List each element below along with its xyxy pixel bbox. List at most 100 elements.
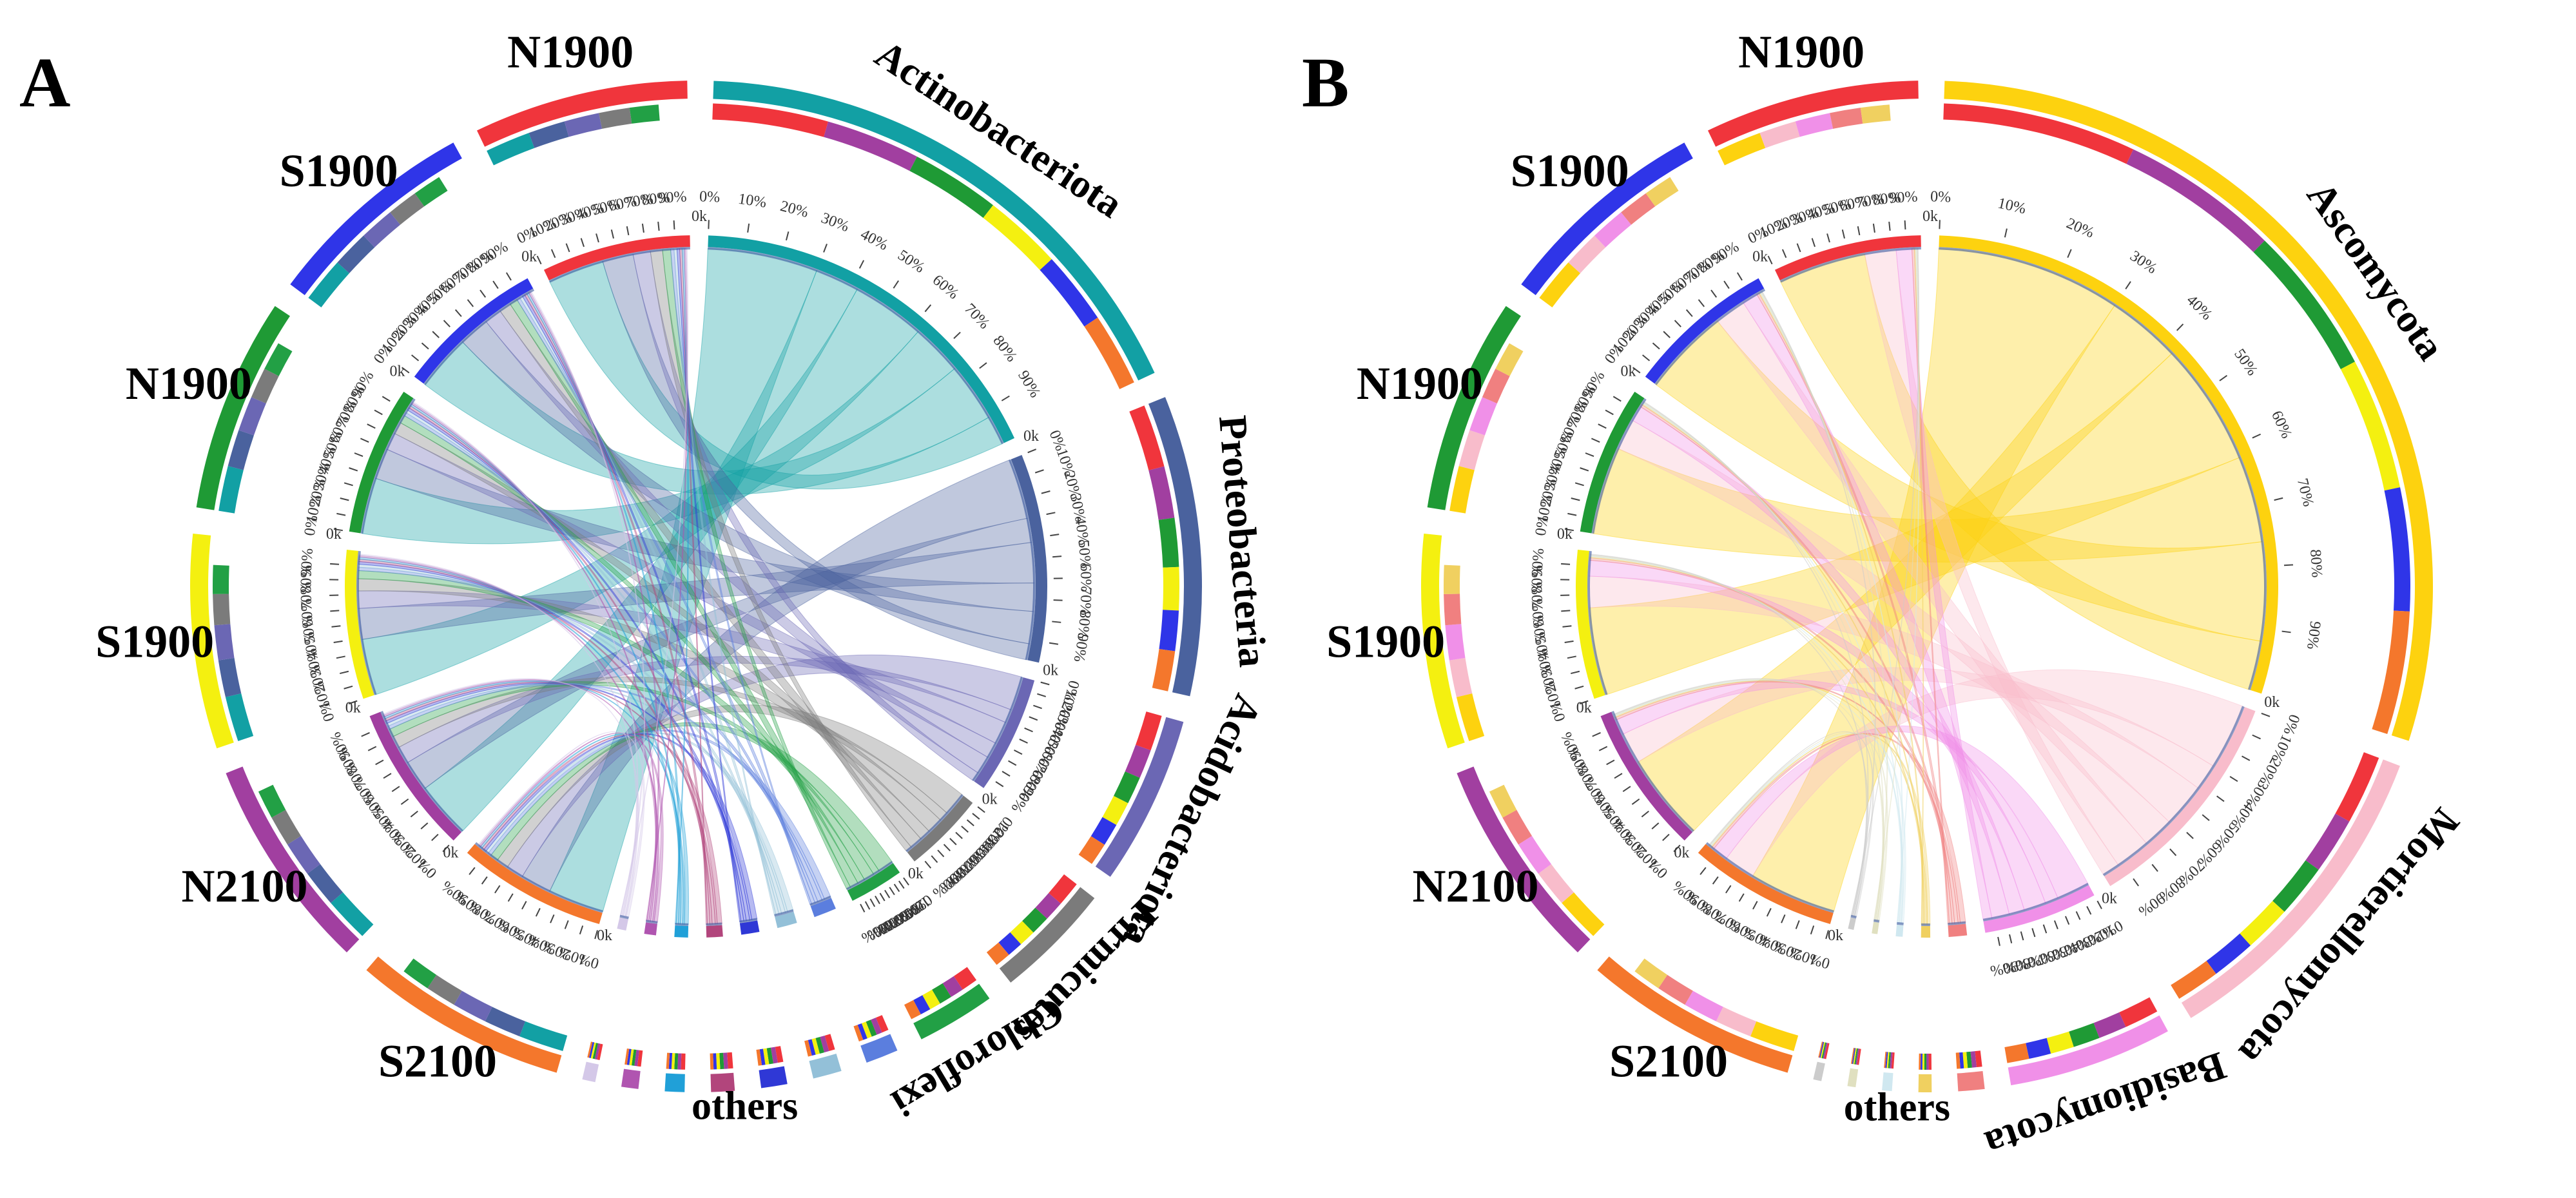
taxon-arc-actinobacteriota-composition-segment xyxy=(1084,317,1134,389)
tick-label: 80% xyxy=(2307,549,2325,578)
tick-mark xyxy=(2151,864,2158,872)
tick-mark xyxy=(1614,773,1623,779)
sample-arc-s2100[interactable] xyxy=(467,844,603,924)
taxon-arc-other-4-composition-segment xyxy=(1919,1053,1921,1070)
taxon-arc-proteobacteria[interactable] xyxy=(1011,455,1048,663)
tick-mark xyxy=(2274,497,2283,501)
taxon-arc-proteobacteria-rim xyxy=(1008,459,1036,661)
taxon-arc-other-4[interactable] xyxy=(1921,925,1931,938)
taxon-arc-chloroflexi-composition-segment xyxy=(922,989,940,1010)
tick-mark xyxy=(2125,281,2131,290)
taxon-arc-other-11[interactable] xyxy=(617,917,628,931)
tick-mark xyxy=(479,289,487,298)
tick-mark xyxy=(354,452,363,458)
tick-label: 30% xyxy=(2127,247,2160,277)
tick-mark xyxy=(1723,280,1730,289)
tick-label: 40% xyxy=(1071,516,1092,546)
taxon-arc-chloroflexi-composition-segment xyxy=(904,1000,921,1019)
sample-arc-s1900[interactable] xyxy=(414,278,534,384)
sample-arc-n1900[interactable] xyxy=(349,391,414,534)
taxon-arc-other-9-outer-band xyxy=(664,1073,685,1092)
taxon-arc-other-5[interactable] xyxy=(810,898,836,918)
taxon-arc-other-9[interactable] xyxy=(674,925,689,938)
tick-mark xyxy=(1567,655,1576,659)
sample-arc-s2100-outer-band xyxy=(1597,956,1793,1073)
taxon-arc-other-5-outer-band xyxy=(1882,1072,1893,1092)
tick-mark xyxy=(858,260,865,269)
taxon-arc-firmicutes-outer-band xyxy=(999,887,1095,983)
taxon-arc-mortierellomycota[interactable] xyxy=(2104,706,2256,886)
taxon-arc-other-9-composition-segment xyxy=(674,1053,679,1070)
taxon-arc-other-6-composition-segment xyxy=(1850,1047,1855,1064)
sample-arc-s1900[interactable] xyxy=(345,550,374,699)
taxon-arc-basidiomycota-composition-segment xyxy=(2026,1038,2051,1059)
taxon-arc-mortierellomycota-composition-segment xyxy=(2240,901,2285,946)
sample-arc-s2100[interactable] xyxy=(1698,844,1834,924)
taxon-arc-other-6-rim xyxy=(1874,919,1880,923)
taxon-arc-other-11-composition-segment xyxy=(588,1042,595,1058)
tick-mark xyxy=(1002,771,1011,777)
taxon-arc-other-3-rim xyxy=(1948,921,1966,925)
sample-arc-n1900[interactable] xyxy=(1774,235,1921,280)
tick-mark xyxy=(673,220,675,230)
panel-a-chord-chart: A0% 10% 20%30%40%50%60%70%80%90%0k Actinoba… xyxy=(19,26,1275,1128)
tick-mark xyxy=(995,781,1004,787)
taxon-arc-actinobacteriota[interactable] xyxy=(708,235,1015,443)
sample-arc-s1900[interactable] xyxy=(1576,550,1605,699)
tick-mark xyxy=(1564,528,1574,532)
tick-mark xyxy=(1574,482,1584,487)
tick-mark xyxy=(2053,920,2058,929)
tick-mark xyxy=(331,625,341,628)
tick-mark xyxy=(1811,238,1816,247)
sample-arc-n1900-composition-segment xyxy=(238,397,266,436)
sample-arc-s1900-composition-segment xyxy=(308,262,350,308)
sample-arc-n2100[interactable] xyxy=(369,711,462,841)
taxon-arc-other-4-composition-segment xyxy=(1926,1053,1929,1070)
chord-ribbon xyxy=(549,247,817,913)
taxon-arc-chloroflexi[interactable] xyxy=(847,863,900,901)
tick-mark xyxy=(344,482,353,487)
taxon-arc-other-9-composition-segment xyxy=(671,1053,675,1070)
tick-mark xyxy=(1781,914,1786,923)
taxon-arc-other-5[interactable] xyxy=(1895,924,1904,937)
taxon-arc-other-6-composition-segment xyxy=(1853,1048,1857,1065)
tick-label: 90% xyxy=(1989,957,2020,979)
sample-arc-s1900-composition-segment xyxy=(213,565,229,594)
taxon-arc-acidobacteriota-composition-segment xyxy=(1125,744,1151,778)
taxon-arc-other-6[interactable] xyxy=(1872,922,1879,934)
sample-arc-s1900[interactable] xyxy=(1645,278,1765,384)
taxon-arc-other-7[interactable] xyxy=(739,920,760,935)
taxon-label-proteobacteria: Proteobacteria xyxy=(1210,414,1275,669)
taxon-arc-proteobacteria-composition-segment xyxy=(1152,649,1176,691)
sample-arc-s1900-composition-segment xyxy=(337,235,375,274)
taxon-arc-other-7[interactable] xyxy=(1848,917,1856,930)
sample-arc-n1900[interactable] xyxy=(1580,391,1645,534)
taxon-arc-basidiomycota[interactable] xyxy=(1983,885,2095,933)
tick-label: 60% xyxy=(1077,563,1094,592)
taxon-arc-acidobacteriota-composition-segment xyxy=(1090,816,1117,845)
taxon-arc-other-8[interactable] xyxy=(706,925,723,938)
sample-arc-n2100[interactable] xyxy=(1600,711,1693,841)
taxon-arc-other-6[interactable] xyxy=(775,911,797,929)
taxon-arc-other-10[interactable] xyxy=(644,922,657,936)
tick-label: 10% xyxy=(737,191,768,211)
taxon-arc-other-6-composition-segment xyxy=(1852,1048,1856,1065)
chord-ribbon xyxy=(424,341,990,495)
others-label: others xyxy=(692,1085,798,1128)
taxon-arc-other-3[interactable] xyxy=(1948,923,1968,937)
sample-arc-n1900[interactable] xyxy=(543,235,690,280)
sample-arc-n2100-composition-segment xyxy=(287,836,320,874)
tick-mark xyxy=(2252,433,2261,439)
taxon-arc-actinobacteriota-composition-segment xyxy=(909,156,993,218)
taxon-arc-acidobacteriota[interactable] xyxy=(974,677,1035,788)
zero-label: 0k xyxy=(908,865,924,882)
zero-label: 0k xyxy=(1828,927,1843,944)
tick-mark xyxy=(1019,739,1028,744)
taxon-arc-other-4-outer-band xyxy=(1918,1074,1932,1092)
sample-arc-n1900-composition-segment xyxy=(1458,430,1485,470)
tick-mark xyxy=(494,885,501,894)
sample-arc-s1900-composition-segment xyxy=(1445,624,1466,661)
taxon-arc-firmicutes[interactable] xyxy=(907,795,973,862)
sample-arc-n1900-composition-segment xyxy=(1759,121,1800,148)
tick-label: 80% xyxy=(298,565,315,594)
